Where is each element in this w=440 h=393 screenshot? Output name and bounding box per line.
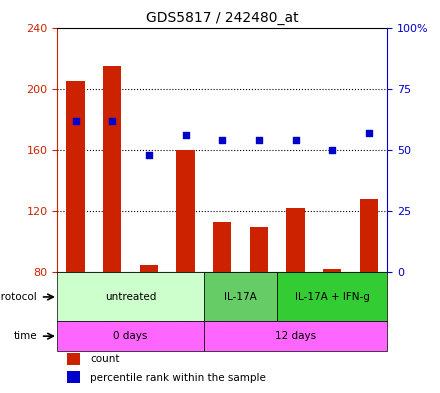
Text: 12 days: 12 days [275,331,316,341]
Text: count: count [90,354,120,364]
Title: GDS5817 / 242480_at: GDS5817 / 242480_at [146,11,298,25]
Bar [250,226,268,272]
Bar [176,150,194,272]
Text: time: time [13,331,37,341]
Point [329,147,336,153]
Bar [57,321,204,351]
Text: percentile rank within the sample: percentile rank within the sample [90,373,266,383]
Text: protocol: protocol [0,292,37,302]
Text: 0 days: 0 days [114,331,148,341]
Bar [360,199,378,272]
Bar [103,66,121,272]
Bar [67,353,81,365]
Point [145,152,152,158]
Bar [57,272,204,321]
Text: IL-17A + IFN-g: IL-17A + IFN-g [295,292,370,302]
Point [182,132,189,138]
Text: IL-17A: IL-17A [224,292,257,302]
Point [292,137,299,143]
Bar [204,272,277,321]
Bar [213,222,231,272]
Bar [277,272,387,321]
Bar [66,81,85,272]
Point [219,137,226,143]
Bar [67,371,81,384]
Bar [323,269,341,272]
Point [72,118,79,124]
Point [255,137,262,143]
Bar [204,321,387,351]
Point [109,118,116,124]
Bar [140,265,158,272]
Text: untreated: untreated [105,292,156,302]
Bar [286,208,305,272]
Point [365,130,372,136]
